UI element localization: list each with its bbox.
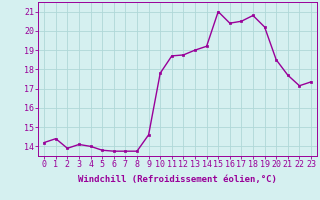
X-axis label: Windchill (Refroidissement éolien,°C): Windchill (Refroidissement éolien,°C) (78, 175, 277, 184)
